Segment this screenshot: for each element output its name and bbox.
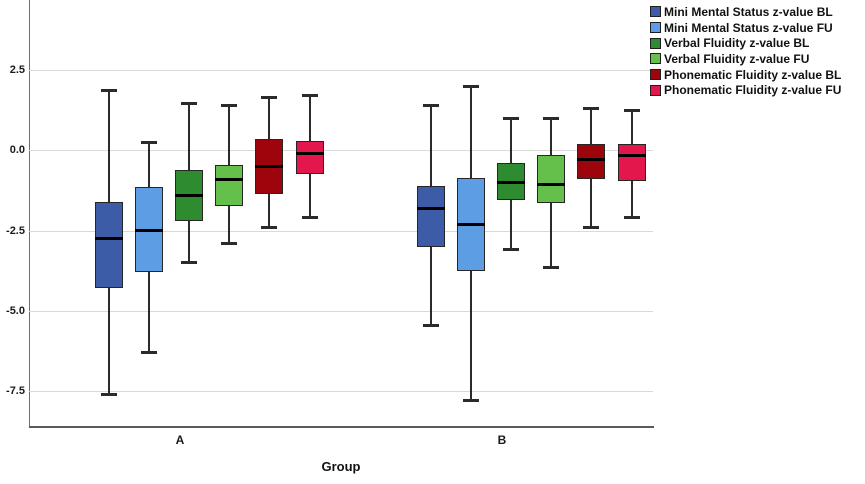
legend-swatch-icon (650, 53, 661, 65)
boxplot-whisker-cap-bottom (462, 399, 479, 403)
boxplot-box (295, 140, 324, 175)
boxplot-whisker-cap-top (543, 116, 560, 120)
boxplot-box (577, 143, 606, 180)
y-tick-label: 2.5 (9, 64, 25, 76)
boxplot-box (215, 164, 244, 207)
boxplot-whisker-cap-top (221, 103, 238, 107)
boxplot-whisker-cap-top (462, 84, 479, 88)
legend-label: Verbal Fluidity z-value BL (664, 36, 810, 51)
legend-label: Phonematic Fluidity z-value BL (664, 67, 842, 82)
y-tick-label: -2.5 (6, 224, 25, 237)
legend-item: Phonematic Fluidity z-value FU (650, 82, 841, 98)
legend-item: Mini Mental Status z-value FU (650, 20, 841, 36)
boxplot-median (617, 153, 646, 157)
legend-item: Verbal Fluidity z-value BL (650, 35, 841, 51)
legend-label: Phonematic Fluidity z-value FU (664, 83, 842, 98)
boxplot-median (577, 158, 606, 162)
boxplot-median (134, 229, 163, 232)
x-axis-line (29, 426, 654, 428)
boxplot-median (537, 182, 566, 186)
boxplot-median (456, 222, 485, 226)
boxplot-whisker-cap-bottom (140, 351, 157, 354)
boxplot-box (537, 155, 566, 204)
legend-item: Phonematic Fluidity z-value BL (650, 67, 841, 83)
boxplot-whisker-cap-bottom (221, 241, 238, 245)
boxplot-box (94, 201, 123, 289)
boxplot-whisker-cap-top (261, 95, 278, 99)
y-tick-label: -7.5 (6, 385, 25, 397)
legend-label: Mini Mental Status z-value FU (664, 20, 833, 35)
boxplot-median (94, 237, 123, 240)
legend-label: Verbal Fluidity z-value FU (664, 51, 810, 66)
legend-swatch-icon (650, 6, 661, 18)
gridline (29, 70, 653, 71)
legend-label: Mini Mental Status z-value BL (664, 4, 833, 19)
plot-area (29, 0, 653, 427)
boxplot-whisker-cap-top (180, 102, 197, 106)
legend-item: Mini Mental Status z-value BL (650, 4, 841, 20)
gridline (29, 310, 653, 312)
boxplot-whisker-cap-bottom (422, 323, 439, 327)
boxplot-whisker-cap-bottom (180, 261, 197, 265)
boxplot-whisker-cap-bottom (502, 248, 519, 252)
boxplot-whisker-cap-top (301, 94, 318, 98)
legend-swatch-icon (650, 22, 661, 34)
boxplot-whisker-cap-top (422, 103, 439, 107)
boxplot-whisker-cap-top (623, 108, 640, 112)
boxplot-whisker-cap-top (140, 140, 157, 144)
y-axis-line (29, 0, 30, 427)
boxplot-box (416, 185, 445, 247)
legend-item: Verbal Fluidity z-value FU (650, 51, 841, 67)
legend: Mini Mental Status z-value BL Mini Mental… (650, 4, 841, 98)
boxplot-whisker-cap-top (502, 116, 519, 120)
boxplot-median (174, 193, 203, 197)
legend-swatch-icon (650, 37, 661, 49)
x-category-label: A (175, 433, 185, 447)
boxplot-whisker-cap-top (100, 89, 117, 93)
boxplot-box (617, 143, 646, 181)
boxplot-median (496, 180, 525, 184)
boxplot-whisker-cap-bottom (543, 265, 560, 269)
boxplot-median (416, 206, 445, 210)
boxplot-median (215, 177, 244, 181)
gridline (29, 391, 653, 392)
boxplot-whisker-cap-bottom (583, 225, 600, 229)
y-tick-label: 0.0 (9, 144, 25, 157)
x-axis-title: Group (321, 459, 361, 474)
boxplot-median (255, 164, 284, 168)
legend-swatch-icon (650, 84, 661, 96)
boxplot-whisker-cap-bottom (261, 225, 278, 229)
x-category-label: B (497, 433, 507, 447)
legend-swatch-icon (650, 69, 661, 81)
boxplot-whisker-cap-bottom (301, 216, 318, 220)
boxplot-median (295, 152, 324, 155)
y-tick-label: -5.0 (6, 304, 25, 317)
gridline (29, 150, 653, 152)
gridline (29, 230, 653, 232)
boxplot-whisker-cap-bottom (623, 216, 640, 220)
boxplot-whisker-cap-top (583, 107, 600, 110)
boxplot-whisker-cap-bottom (100, 392, 117, 396)
